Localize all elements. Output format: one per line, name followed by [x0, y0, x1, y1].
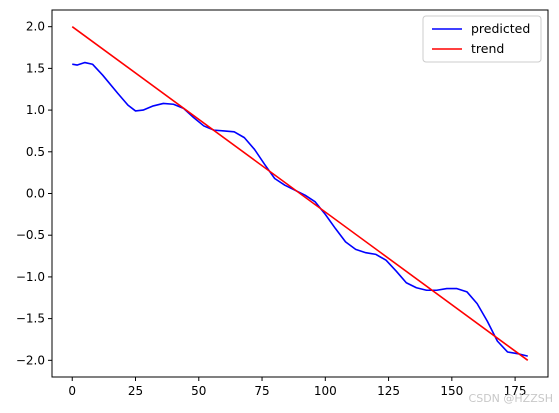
y-tick-label: 2.0 [26, 20, 45, 34]
x-tick-label: 150 [440, 384, 463, 398]
y-tick-label: 0.0 [26, 187, 45, 201]
x-tick-label: 100 [314, 384, 337, 398]
series-line-trend [71, 26, 529, 361]
x-tick-label: 125 [377, 384, 400, 398]
y-tick-label: −0.5 [16, 228, 45, 242]
y-tick-label: 0.5 [26, 145, 45, 159]
y-tick-label: −1.5 [16, 312, 45, 326]
x-tick-label: 175 [504, 384, 527, 398]
x-tick-label: 25 [128, 384, 143, 398]
x-tick-label: 50 [191, 384, 206, 398]
y-tick-label: 1.0 [26, 103, 45, 117]
y-tick-label: −2.0 [16, 353, 45, 367]
legend-label-predicted: predicted [471, 21, 530, 36]
legend: predicted trend [422, 15, 542, 63]
watermark-text: CSDN @HZZSH [468, 392, 553, 405]
tick-layer: 0 25 50 75 100 125 150 175 2.0 1.5 1.0 0.5 0.0 −0.5 −1… [16, 20, 527, 398]
y-tick-label: −1.0 [16, 270, 45, 284]
y-tick-label: 1.5 [26, 61, 45, 75]
series-layer [71, 26, 529, 361]
x-tick-label: 75 [254, 384, 269, 398]
legend-label-trend: trend [471, 41, 504, 56]
legend-box [422, 15, 542, 63]
x-tick-label: 0 [68, 384, 76, 398]
